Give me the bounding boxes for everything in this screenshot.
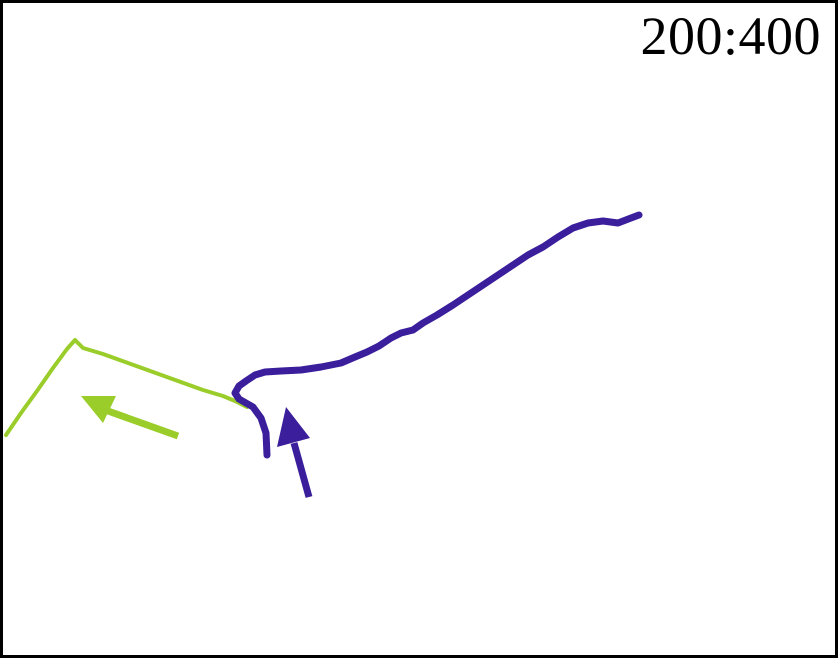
- green-arrow-icon: [81, 396, 180, 440]
- green-trajectory: [4, 338, 249, 437]
- trajectory-canvas: [4, 211, 643, 498]
- purple-trajectory: [231, 211, 643, 459]
- ratio-label: 200:400: [640, 6, 821, 66]
- purple-arrow-icon: [277, 407, 313, 498]
